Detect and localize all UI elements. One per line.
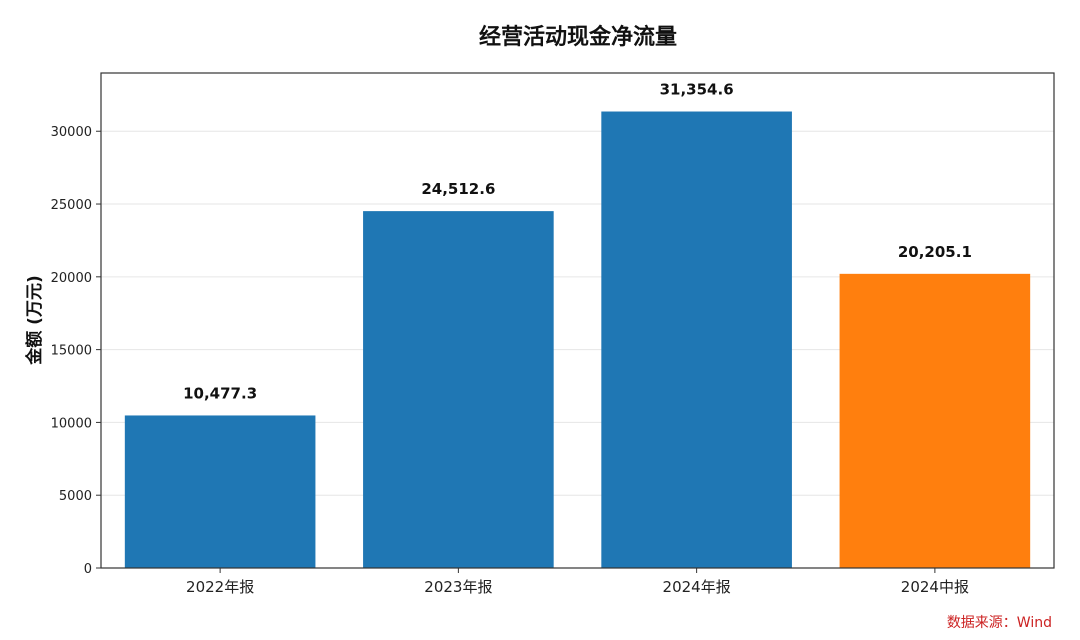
data-label: 31,354.6 — [660, 81, 734, 99]
source-note: 数据来源：Wind — [947, 615, 1052, 631]
bar — [124, 415, 316, 568]
data-label: 10,477.3 — [183, 384, 257, 402]
bar — [601, 111, 792, 568]
y-tick-label: 15000 — [51, 344, 92, 359]
y-tick-label: 25000 — [51, 198, 92, 213]
data-labels: 10,477.3 24,512.6 31,354.6 20,205.1 — [183, 81, 972, 403]
y-axis: 0 5000 10000 15000 20000 25000 30000 — [51, 125, 101, 577]
y-tick-label: 20000 — [51, 271, 92, 286]
x-tick-label: 2024中报 — [901, 578, 969, 596]
y-tick-label: 0 — [84, 562, 92, 577]
x-tick-label: 2023年报 — [424, 578, 492, 596]
data-label: 20,205.1 — [898, 243, 972, 261]
bar — [363, 211, 554, 569]
bar — [839, 273, 1031, 568]
y-axis-label: 金额 (万元) — [24, 275, 45, 365]
x-tick-label: 2022年报 — [186, 578, 254, 596]
y-tick-label: 10000 — [51, 416, 92, 431]
y-tick-label: 30000 — [51, 125, 92, 140]
y-tick-label: 5000 — [59, 489, 92, 504]
plot-frame — [100, 72, 1055, 569]
data-label: 24,512.6 — [421, 180, 495, 198]
chart-title: 经营活动现金净流量 — [479, 24, 677, 50]
bars — [124, 111, 1031, 569]
x-axis: 2022年报 2023年报 2024年报 2024中报 — [186, 568, 969, 596]
x-tick-label: 2024年报 — [663, 578, 731, 596]
